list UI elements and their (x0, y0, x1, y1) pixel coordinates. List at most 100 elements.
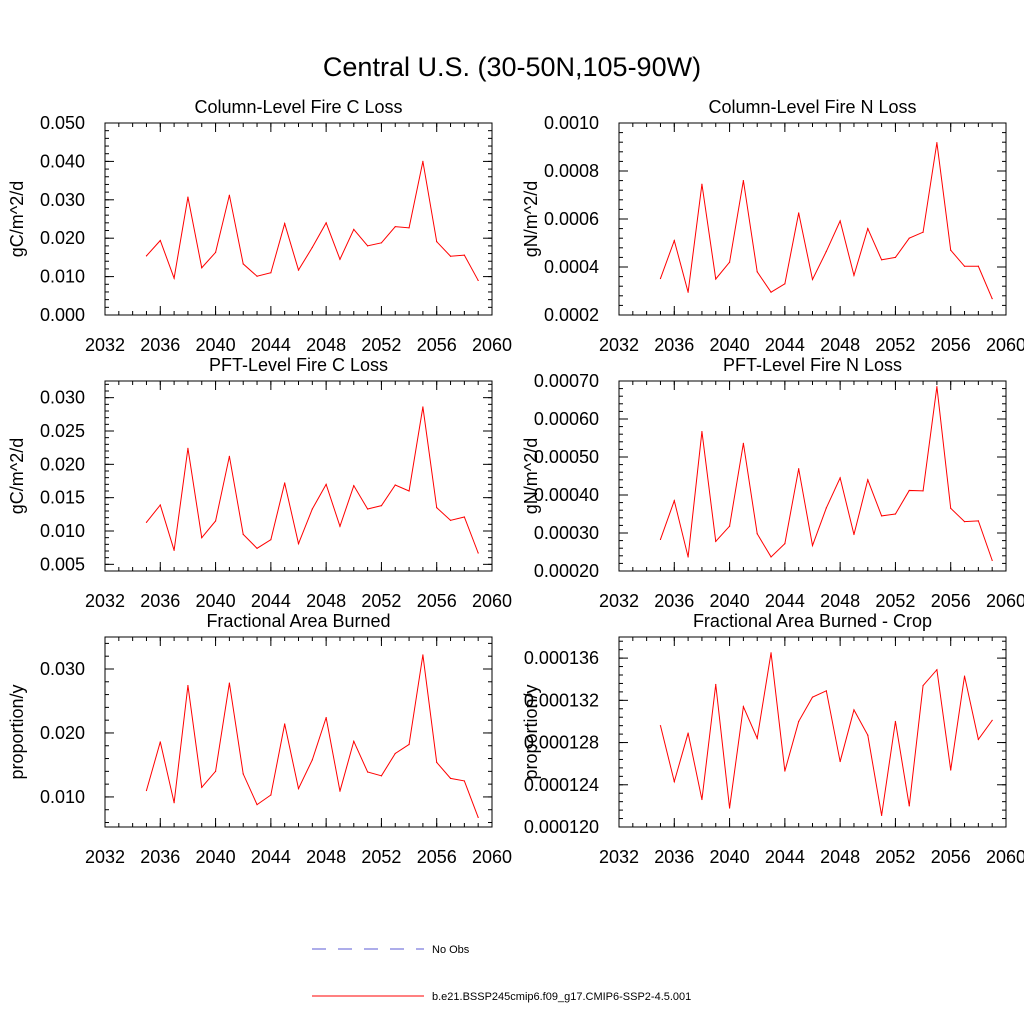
data-point (242, 263, 244, 265)
y-tick-label: 0.050 (40, 113, 85, 133)
data-point (701, 183, 703, 185)
y-tick-label: 0.00050 (534, 447, 599, 467)
x-tick-label: 2052 (875, 335, 915, 355)
x-tick-label: 2060 (986, 591, 1024, 611)
data-point (839, 220, 841, 222)
data-point (422, 654, 424, 656)
data-point (811, 278, 814, 281)
data-point (201, 537, 203, 539)
data-point (394, 752, 396, 755)
data-point (449, 777, 452, 779)
data-point (963, 675, 966, 677)
x-tick-label: 2040 (710, 335, 750, 355)
x-tick-label: 2040 (196, 847, 236, 867)
data-point (270, 272, 272, 274)
y-tick-label: 0.00060 (534, 409, 599, 429)
panel-title: PFT-Level Fire N Loss (723, 355, 902, 375)
data-point (798, 212, 800, 214)
data-point (715, 540, 717, 542)
data-point (477, 552, 479, 554)
panel-title: Column-Level Fire N Loss (708, 97, 916, 117)
data-point (145, 255, 148, 257)
data-point (408, 227, 410, 229)
x-tick-label: 2036 (140, 591, 180, 611)
data-point (408, 743, 410, 746)
y-tick-label: 0.030 (40, 659, 85, 679)
data-point (756, 271, 758, 273)
y-tick-label: 0.00070 (534, 371, 599, 391)
y-tick-label: 0.025 (40, 421, 85, 441)
y-tick-label: 0.030 (40, 190, 85, 210)
x-tick-label: 2044 (251, 335, 291, 355)
data-point (825, 250, 827, 252)
data-point (784, 283, 786, 285)
x-tick-label: 2044 (251, 847, 291, 867)
data-point (784, 543, 786, 545)
data-point (173, 277, 175, 279)
x-tick-label: 2060 (472, 591, 512, 611)
data-point (936, 142, 938, 144)
data-point (811, 696, 814, 698)
x-tick-label: 2048 (306, 335, 346, 355)
data-point (853, 533, 855, 536)
data-point (201, 267, 203, 269)
x-tick-label: 2036 (140, 335, 180, 355)
panel-title: Fractional Area Burned (206, 611, 390, 631)
data-point (311, 246, 313, 249)
y-tick-label: 0.040 (40, 151, 85, 171)
data-point (353, 485, 355, 487)
x-tick-label: 2036 (140, 847, 180, 867)
data-point (894, 720, 897, 723)
y-axis-label: gC/m^2/d (7, 438, 27, 514)
data-point (922, 684, 924, 687)
x-tick-label: 2056 (931, 335, 971, 355)
data-point (770, 556, 772, 558)
data-point (728, 807, 731, 809)
chart-panels: Column-Level Fire C Loss gC/m^2/d 2032 2036… (7, 97, 1024, 867)
data-point (256, 804, 258, 806)
data-point (394, 484, 396, 486)
x-tick-label: 2052 (875, 591, 915, 611)
data-point (380, 505, 383, 507)
data-point (742, 706, 744, 708)
legend-label-simulation: b.e21.BSSP245cmip6.f09_g17.CMIP6-SSP2-4.… (432, 991, 691, 1003)
data-point (811, 544, 814, 547)
x-tick-label: 2052 (361, 591, 401, 611)
data-point (311, 508, 313, 510)
data-point (408, 490, 410, 492)
x-tick-label: 2060 (986, 847, 1024, 867)
data-point (659, 538, 662, 541)
data-point (936, 669, 938, 671)
data-point (242, 773, 244, 775)
data-point (867, 228, 869, 230)
data-point (659, 277, 662, 280)
x-tick-label: 2056 (417, 847, 457, 867)
series-line (146, 406, 479, 554)
data-point (825, 507, 827, 509)
data-point (436, 761, 438, 763)
data-point (159, 504, 161, 506)
data-point (881, 259, 883, 261)
data-point (297, 543, 300, 545)
data-point (991, 559, 993, 561)
y-axis-label: proportion/y (521, 684, 541, 779)
data-point (339, 790, 341, 792)
y-axis-label: gC/m^2/d (7, 181, 27, 257)
data-point (436, 507, 438, 509)
data-point (463, 780, 465, 782)
data-point (449, 255, 452, 257)
y-tick-label: 0.030 (40, 388, 85, 408)
data-point (991, 298, 993, 300)
data-point (325, 717, 327, 719)
data-point (284, 223, 286, 225)
data-point (839, 760, 841, 763)
x-tick-label: 2036 (654, 335, 694, 355)
data-point (353, 740, 355, 742)
x-tick-label: 2044 (765, 847, 805, 867)
data-point (214, 251, 217, 254)
data-point (284, 723, 286, 725)
y-tick-label: 0.000120 (524, 817, 599, 837)
x-tick-label: 2044 (765, 591, 805, 611)
y-tick-label: 0.000128 (524, 733, 599, 753)
